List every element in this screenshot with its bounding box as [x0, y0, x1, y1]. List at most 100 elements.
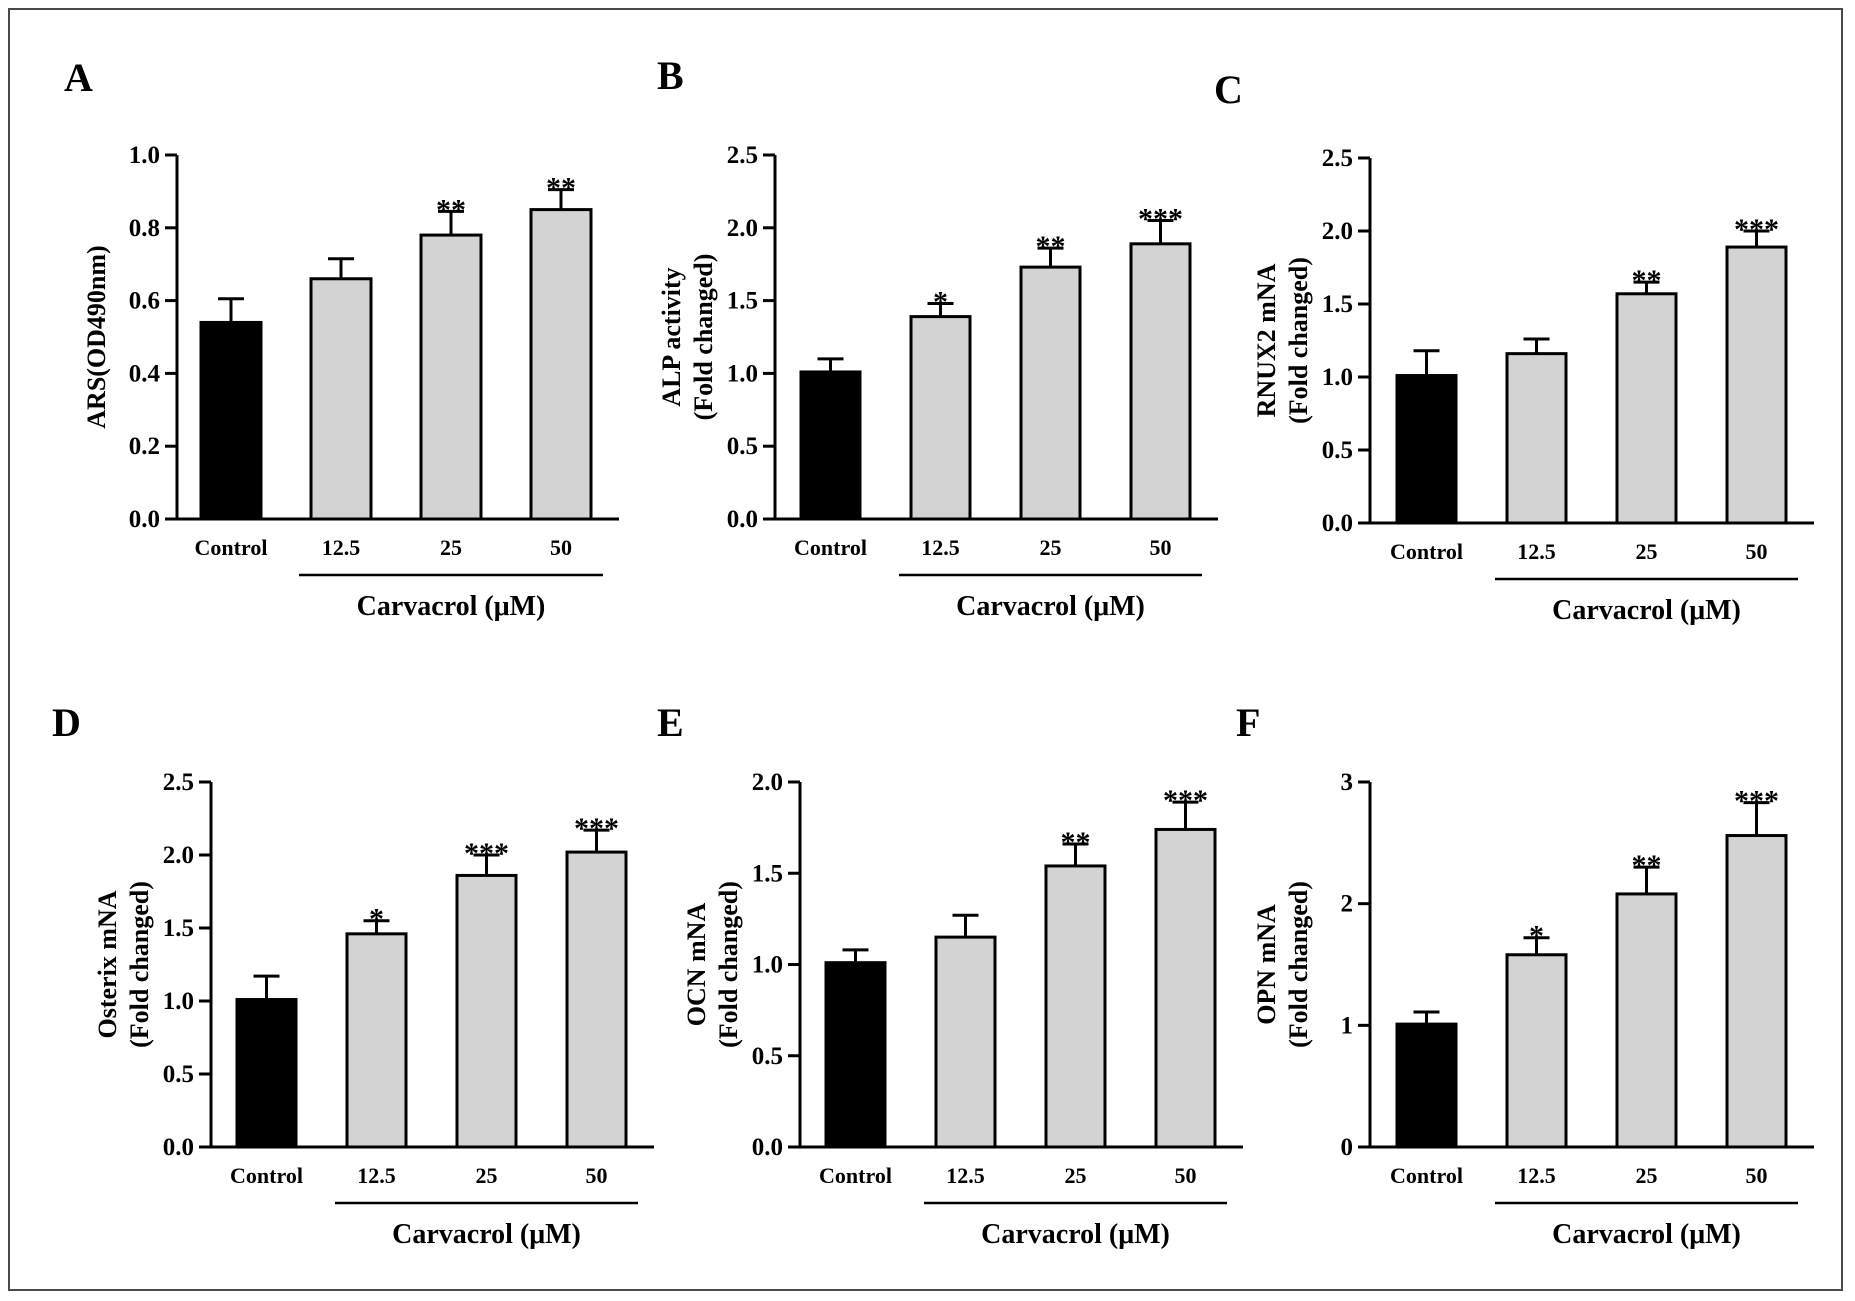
y-tick-label: 0.0: [129, 506, 160, 533]
y-tick-label: 0.6: [129, 288, 160, 315]
significance-marker: **: [546, 172, 576, 205]
y-tick-label: 2.0: [752, 769, 783, 796]
y-tick-label: 3: [1341, 769, 1354, 796]
y-tick-label: 1.5: [163, 915, 194, 942]
bar: [1615, 292, 1678, 525]
x-tick-label: Control: [1390, 539, 1463, 564]
bar: [455, 873, 518, 1149]
x-tick-label: Control: [195, 535, 268, 560]
x-tick-label: 12.5: [946, 1163, 985, 1188]
y-tick-label: 2.5: [1322, 145, 1353, 172]
x-axis-label: Carvacrol (μM): [1552, 1219, 1741, 1250]
y-axis-label: (Fold changed): [125, 881, 154, 1048]
y-tick-label: 1.5: [752, 860, 783, 887]
significance-marker: **: [1061, 826, 1091, 859]
y-tick-label: 1.0: [163, 988, 194, 1015]
significance-marker: *: [369, 903, 384, 936]
y-axis-label: OCN mNA: [682, 903, 711, 1027]
bar: [909, 315, 972, 521]
bar: [1129, 242, 1192, 521]
panel-letter: B: [657, 53, 684, 98]
y-axis-label: (Fold changed): [1284, 257, 1313, 424]
bar: [934, 935, 997, 1149]
y-tick-label: 0.5: [727, 433, 758, 460]
significance-marker: **: [436, 193, 466, 226]
significance-marker: ***: [1734, 213, 1779, 246]
y-tick-label: 0.2: [129, 433, 160, 460]
y-axis-label: RNUX2 mNA: [1252, 263, 1281, 417]
panel-letter: F: [1236, 700, 1260, 745]
x-axis-label: Carvacrol (μM): [392, 1219, 581, 1250]
y-axis-label: (Fold changed): [689, 254, 718, 421]
bar: [1019, 265, 1082, 521]
x-axis-label: Carvacrol (μM): [956, 591, 1145, 622]
y-tick-label: 1: [1341, 1012, 1354, 1039]
x-tick-label: 50: [550, 535, 572, 560]
y-tick-label: 2.0: [727, 215, 758, 242]
y-tick-label: 0.0: [163, 1134, 194, 1161]
y-tick-label: 2: [1341, 891, 1354, 918]
significance-marker: ***: [464, 837, 509, 870]
bar: [1725, 245, 1788, 525]
bar: [1044, 864, 1107, 1149]
y-tick-label: 1.5: [727, 288, 758, 315]
significance-marker: ***: [574, 812, 619, 845]
y-axis-label: ARS(OD490nm): [82, 245, 111, 428]
x-tick-label: 12.5: [1517, 1163, 1556, 1188]
x-tick-label: Control: [794, 535, 867, 560]
y-tick-label: 0.8: [129, 215, 160, 242]
y-tick-label: 1.5: [1322, 291, 1353, 318]
bar: [199, 320, 263, 521]
significance-marker: *: [933, 286, 948, 319]
x-tick-label: 12.5: [921, 535, 960, 560]
x-tick-label: 50: [1150, 535, 1172, 560]
y-axis-label: OPN mNA: [1252, 904, 1281, 1025]
x-tick-label: 12.5: [322, 535, 361, 560]
x-axis-label: Carvacrol (μM): [981, 1219, 1170, 1250]
panel-b: B Control * 12.5 ** 25 *** 50 0.0 0.5 1.0 1.5 2.0 2.5…: [657, 53, 1218, 622]
y-axis-label: Osterix mNA: [93, 890, 122, 1038]
y-tick-label: 0.4: [129, 360, 161, 387]
x-tick-label: 25: [1065, 1163, 1087, 1188]
x-axis-label: Carvacrol (μM): [1552, 595, 1741, 626]
x-tick-label: 25: [1040, 535, 1062, 560]
x-tick-label: 50: [1746, 1163, 1768, 1188]
bar: [419, 233, 483, 521]
x-tick-label: 25: [476, 1163, 498, 1188]
figure-frame: [8, 8, 1843, 1291]
bar: [1395, 374, 1458, 525]
bar: [824, 961, 887, 1149]
x-tick-label: 12.5: [1517, 539, 1556, 564]
y-tick-label: 0.0: [1322, 510, 1353, 537]
x-tick-label: 12.5: [357, 1163, 396, 1188]
y-tick-label: 2.5: [163, 769, 194, 796]
y-tick-label: 0.0: [727, 506, 758, 533]
bar: [529, 208, 593, 521]
x-tick-label: 50: [1746, 539, 1768, 564]
x-tick-label: 50: [586, 1163, 608, 1188]
x-axis-label: Carvacrol (μM): [357, 591, 546, 622]
significance-marker: ***: [1734, 785, 1779, 818]
significance-marker: **: [1632, 849, 1662, 882]
significance-marker: **: [1632, 264, 1662, 297]
y-tick-label: 1.0: [1322, 364, 1353, 391]
y-tick-label: 1.0: [727, 360, 758, 387]
panel-d: D Control * 12.5 *** 25 *** 50 0.0 0.5 1.0 1.5 2.0 2.…: [52, 700, 654, 1250]
bar: [1505, 352, 1568, 525]
y-tick-label: 2.0: [1322, 218, 1353, 245]
bar: [1725, 834, 1788, 1149]
panel-letter: D: [52, 700, 81, 745]
panel-letter: C: [1214, 67, 1243, 112]
y-tick-label: 2.5: [727, 142, 758, 169]
y-axis-label: ALP activity: [657, 267, 686, 406]
panel-e: E Control 12.5 ** 25 *** 50 0.0 0.5 1.0 1.5 2.0 Carv…: [657, 700, 1243, 1250]
y-tick-label: 0: [1341, 1134, 1354, 1161]
y-tick-label: 1.0: [752, 952, 783, 979]
significance-marker: **: [1036, 230, 1066, 263]
x-tick-label: 25: [440, 535, 462, 560]
x-tick-label: Control: [230, 1163, 303, 1188]
bar: [345, 932, 408, 1149]
panel-a: A Control 12.5 ** 25 ** 50 0.0 0.2 0.4 0.6 0.8 1.0 Ca…: [64, 55, 619, 622]
